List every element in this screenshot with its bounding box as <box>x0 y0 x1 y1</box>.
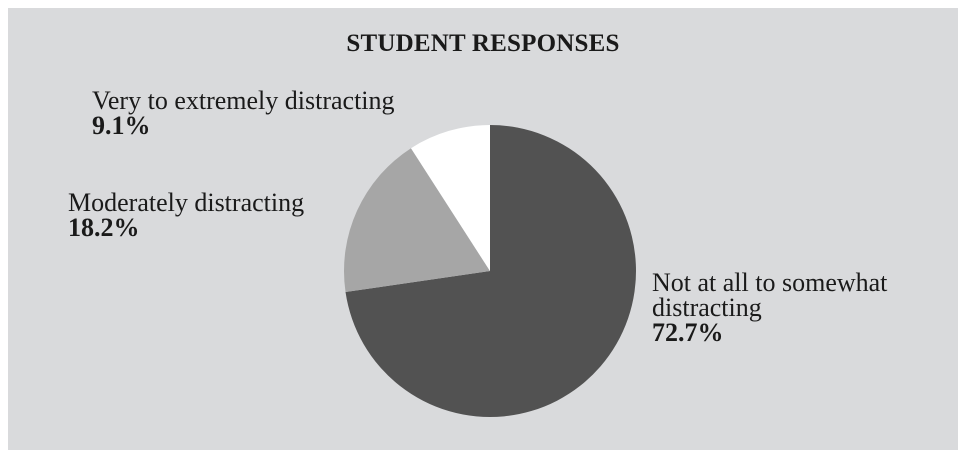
slice-label-very-to-extremely: Very to extremely distracting 9.1% <box>92 86 432 140</box>
slice-name: Very to extremely distracting <box>92 86 395 115</box>
pie-slice-moderately <box>344 148 490 293</box>
slice-name: Not at all to somewhat distracting <box>652 268 888 322</box>
pie-slice-not-at-all <box>345 125 637 417</box>
slice-percent: 72.7% <box>652 318 724 347</box>
slice-label-not-at-all: Not at all to somewhat distracting 72.7% <box>652 268 942 347</box>
slice-label-moderately: Moderately distracting 18.2% <box>68 188 368 242</box>
pie-slice-very-to-extremely <box>410 125 490 271</box>
chart-title: STUDENT RESPONSES <box>346 30 620 57</box>
slice-percent: 9.1% <box>92 111 151 140</box>
chart-panel: STUDENT RESPONSES Not at all to somewhat… <box>8 8 958 450</box>
slice-percent: 18.2% <box>68 213 140 242</box>
slice-name: Moderately distracting <box>68 188 305 217</box>
pie-chart <box>344 125 637 417</box>
